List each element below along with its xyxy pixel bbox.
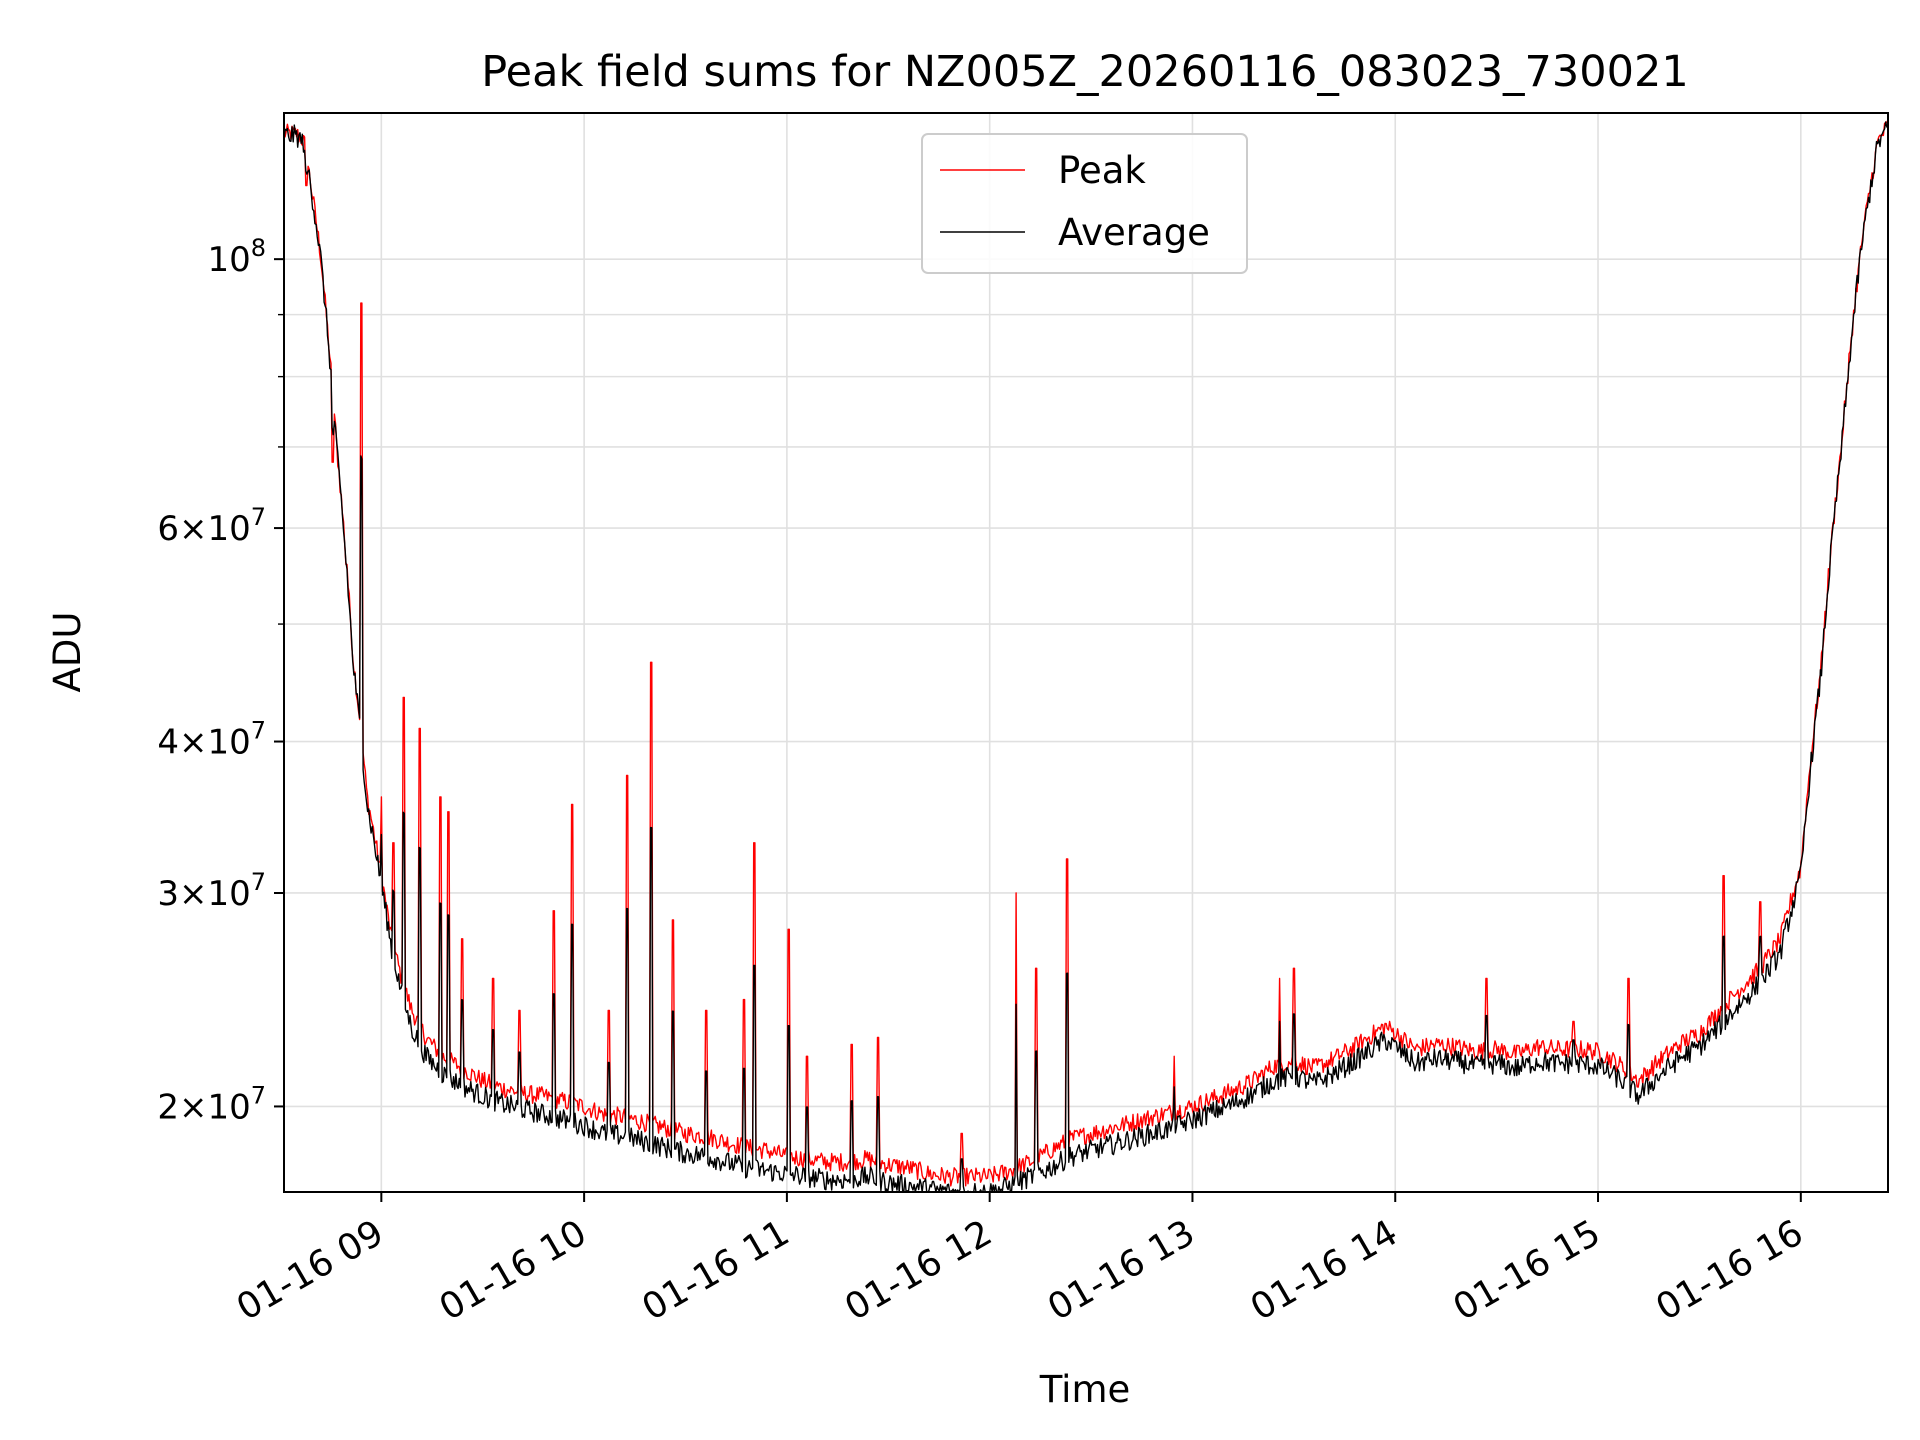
x-axis-label: Time	[1039, 1368, 1131, 1411]
y-tick-label: 6×107	[157, 503, 266, 549]
y-tick-label: 2×107	[157, 1081, 266, 1127]
legend-peak-label: Peak	[1058, 149, 1146, 192]
series-line-average	[283, 121, 1889, 1193]
plot-area-frame	[283, 112, 1889, 1193]
legend: Peak Average	[921, 133, 1248, 274]
y-tick-label: 108	[207, 234, 266, 280]
series-layer	[283, 119, 1889, 1193]
legend-average-label: Average	[1058, 211, 1210, 254]
grid	[284, 113, 1888, 1192]
legend-box	[921, 133, 1248, 274]
chart-title: Peak field sums for NZ005Z_20260116_0830…	[481, 47, 1688, 97]
y-tick-label: 3×107	[157, 868, 266, 914]
y-tick-label: 4×107	[157, 717, 266, 763]
y-axis-label: ADU	[46, 612, 89, 693]
plot-area-background	[284, 113, 1888, 1192]
